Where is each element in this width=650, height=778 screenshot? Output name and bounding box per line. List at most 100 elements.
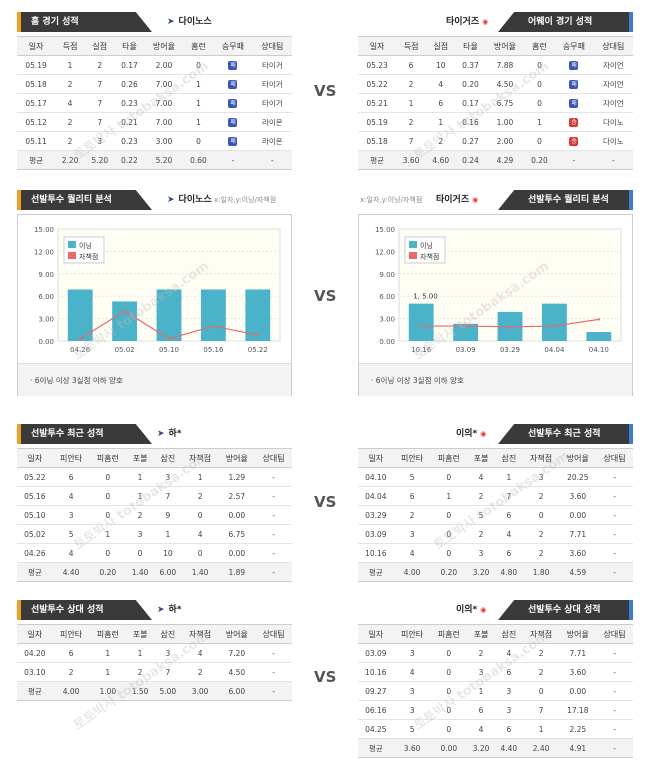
table-cell: 2 [425, 131, 456, 151]
table-cell: 1 [425, 112, 456, 132]
left-pitcher-vs-panel: 선발투수 상대 성적 ➤ 하* 일자 피안타 피홈런 포볼 삼진 자책점 방어율 상대팀 04.2… [17, 600, 292, 701]
table-cell: 2 [467, 524, 495, 544]
table-cell: 3 [393, 643, 431, 663]
average-cell: 0.60 [183, 150, 214, 170]
column-header: 피안타 [52, 624, 90, 644]
table-cell: 타이거 [252, 74, 292, 94]
table-cell: 5 [467, 505, 495, 525]
table-cell: 05.19 [17, 55, 56, 75]
table-cell: 04.20 [17, 643, 53, 663]
column-header: 일자 [358, 624, 394, 644]
table-cell: 2 [522, 524, 560, 544]
table-cell: 라이온 [252, 131, 292, 151]
column-header: 피안타 [52, 448, 90, 468]
table-cell: 0.21 [114, 112, 145, 132]
table-cell: - [596, 700, 633, 720]
average-cell: 1.89 [218, 562, 256, 582]
panel-title: 선발투수 퀄리티 분석 [498, 190, 633, 210]
table-cell: 0 [430, 505, 468, 525]
result-badge: 패 [569, 80, 579, 89]
panel-title: 선발투수 최근 성적 [498, 424, 633, 444]
team-label: 다이노스 [178, 17, 212, 27]
table-cell: 3 [126, 524, 154, 544]
table-cell: 1 [153, 524, 182, 544]
result-cell: 패 [213, 131, 253, 151]
table-cell: 1 [396, 93, 426, 113]
table-cell: - [596, 662, 633, 682]
table-cell: 5 [52, 524, 90, 544]
table-cell: 7 [153, 662, 182, 682]
table-cell: 0 [522, 505, 560, 525]
result-cell: 패 [554, 74, 594, 94]
table-cell: 4 [52, 486, 90, 506]
table-row: 10.16 4 0 3 6 2 3.60- [358, 662, 633, 682]
result-cell: 패 [213, 55, 253, 75]
x-tick-label: 05.22 [248, 346, 268, 354]
average-cell: - [596, 738, 633, 758]
chart-footnote: · 6이닝 이상 3실점 이하 양호 [359, 363, 632, 396]
vs-label: VS [314, 287, 337, 305]
legend-label: 자책점 [79, 252, 98, 261]
column-header: 일자 [17, 624, 53, 644]
y-tick-label: 6.00 [38, 293, 54, 301]
table-cell: 4 [52, 543, 90, 563]
table-cell: 2 [55, 131, 85, 151]
column-header: 득점 [55, 36, 85, 56]
team-name: 타이거즈 ◉ [446, 15, 488, 29]
bar [245, 289, 271, 341]
table-cell: 03.10 [17, 662, 53, 682]
table-cell: 3 [393, 524, 431, 544]
pitcher-label: 하* [168, 429, 182, 439]
table-cell: 0 [524, 93, 555, 113]
table-cell: 0 [181, 543, 219, 563]
column-header: 상대팀 [596, 624, 633, 644]
table-cell: 3 [52, 505, 90, 525]
table-cell: 7.71 [559, 643, 597, 663]
average-cell: - [554, 150, 594, 170]
table-cell: 0.00 [559, 681, 597, 701]
right-quality-panel: x:일자,y:이닝/자책점 타이거즈 ◉ 선발투수 퀄리티 분석 0.00 3.00… [358, 190, 633, 396]
table-cell: 1 [89, 643, 127, 663]
table-cell: 자이언 [593, 93, 633, 113]
average-cell: 3.00 [181, 681, 219, 701]
y-tick-label: 3.00 [38, 316, 54, 324]
pitcher-vs-table: 일자 피안타 피홈런 포볼 삼진 자책점 방어율 상대팀 03.09 3 0 2 4 2 7.71-10.1… [358, 624, 633, 758]
table-cell: 03.09 [358, 643, 394, 663]
table-row: 05.11 2 3 0.23 3.00 0 패 라이온 [17, 131, 292, 151]
table-cell: 6 [494, 662, 523, 682]
average-cell: 4.40 [52, 562, 90, 582]
table-cell: 6.75 [218, 524, 256, 544]
table-cell: 0 [430, 467, 468, 487]
result-cell: 승 [554, 131, 594, 151]
line-point [508, 325, 512, 329]
tigers-logo-icon: ◉ [472, 196, 479, 204]
x-tick-label: 05.16 [203, 346, 224, 354]
table-cell: 10.16 [358, 543, 394, 563]
table-cell: 2 [181, 662, 219, 682]
result-cell: 패 [213, 93, 253, 113]
result-cell: 패 [213, 74, 253, 94]
x-tick-label: 03.09 [456, 346, 476, 354]
table-cell: 6 [396, 55, 426, 75]
table-cell: 다이노 [593, 112, 633, 132]
average-cell: 3.20 [467, 738, 495, 758]
table-cell: 1 [524, 112, 555, 132]
table-cell: 3.60 [559, 543, 597, 563]
table-cell: 7.00 [144, 74, 184, 94]
average-cell: 5.00 [153, 681, 182, 701]
table-cell: 0.00 [218, 505, 256, 525]
away-record-panel: 타이거즈 ◉ 어웨이 경기 성적 일자 득점 실점 타율 방어율 홈런 승무패 상대팀 05.23… [358, 12, 633, 170]
table-cell: 03.29 [358, 505, 394, 525]
home-record-table: 일자 득점 실점 타율 방어율 홈런 승무패 상대팀 05.19 1 2 0.17 2.00 0 패 타이거 0… [17, 36, 292, 170]
column-header: 삼진 [494, 448, 523, 468]
table-cell: 0 [183, 55, 214, 75]
bar [541, 303, 567, 341]
table-cell: 05.22 [358, 74, 397, 94]
pitcher-label: 하* [168, 605, 182, 615]
column-header: 승무패 [554, 36, 594, 56]
table-cell: 0 [430, 700, 468, 720]
table-cell: 5 [393, 719, 431, 739]
average-cell: 평균 [358, 738, 394, 758]
y-tick-label: 6.00 [379, 293, 395, 301]
column-header: 피홈런 [430, 448, 468, 468]
